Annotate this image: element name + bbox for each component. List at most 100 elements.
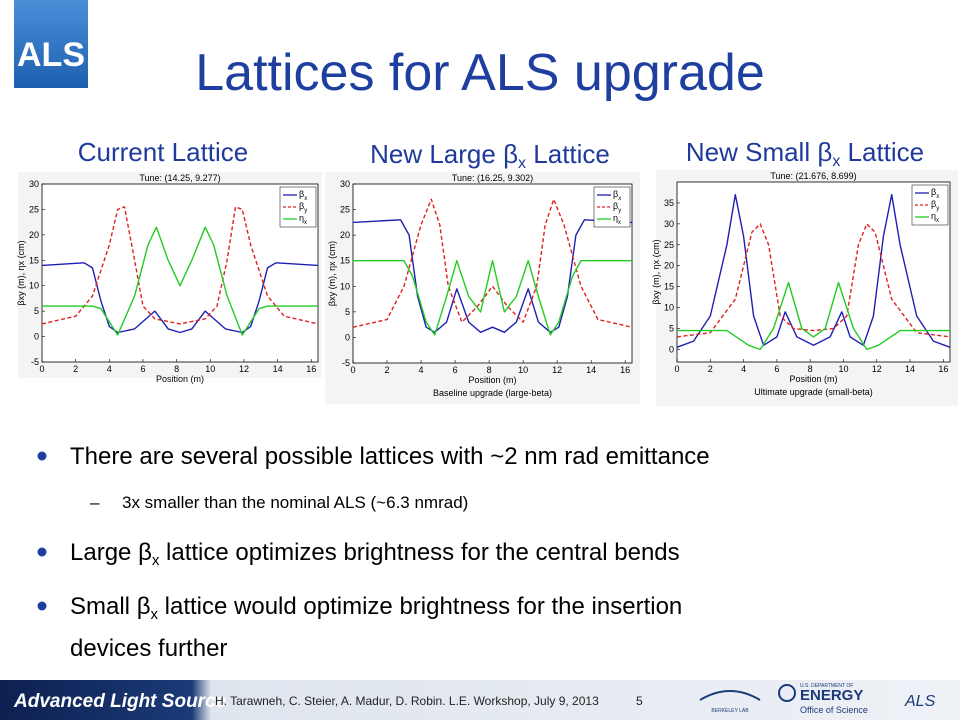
lattice-label: New Large βx Lattice [370,139,610,172]
series-line [677,193,950,348]
plot-title: Tune: (21.676, 8.699) [770,171,856,181]
x-tick-label: 14 [273,364,283,374]
x-tick-label: 2 [73,364,78,374]
lab-logo [699,690,761,701]
plot-title: Tune: (16.25, 9.302) [452,173,533,183]
footer-citation: H. Tarawneh, C. Steier, A. Madur, D. Rob… [215,694,599,708]
plot-title: Tune: (14.25, 9.277) [139,173,220,183]
x-tick-label: 8 [174,364,179,374]
x-tick-label: 14 [905,364,915,374]
x-tick-label: 0 [39,364,44,374]
y-tick-label: 15 [664,282,674,292]
logo-box [14,0,88,88]
y-axis-label: βxy (m), ηx (cm) [327,241,337,306]
bullet-dot [37,451,47,461]
x-tick-label: 16 [306,364,316,374]
plot: 0 2 4 6 8 10 12 14 16 0 5 10 15 20 25 30 35 Tune: (21.676… [651,170,958,406]
sub-dash: – [90,493,100,512]
footer-brand: Advanced Light Source [13,691,227,712]
x-tick-label: 0 [674,364,679,374]
y-tick-label: 5 [669,324,674,334]
legend-label: βx [299,189,307,202]
logo-text: ALS [17,36,85,74]
y-tick-label: 0 [345,332,350,342]
series-line [42,262,318,334]
series-line [353,198,632,328]
legend-label: βx [613,189,621,202]
legend-label: βy [299,201,307,214]
x-tick-label: 14 [586,365,596,375]
x-tick-label: 4 [741,364,746,374]
x-axis-label: Position (m) [468,375,516,385]
y-tick-label: 5 [34,306,39,316]
y-tick-label: 20 [664,261,674,271]
doe-top: U.S. DEPARTMENT OF [800,683,853,689]
y-tick-label: 30 [340,179,350,189]
sub-bullet: 3x smaller than the nominal ALS (~6.3 nm… [122,493,468,512]
plot-area [352,183,633,364]
x-tick-label: 0 [350,365,355,375]
y-tick-label: 30 [664,219,674,229]
doe-name: ENERGY [800,687,863,704]
y-tick-label: 0 [34,332,39,342]
lab-text: BERKELEY LAB [711,708,749,714]
y-tick-label: 25 [340,205,350,215]
plot-area [676,181,951,363]
y-tick-label: 20 [29,230,39,240]
y-tick-label: 0 [669,344,674,354]
doe-seal [778,684,796,702]
series-line [42,206,318,325]
legend-label: βx [931,187,939,200]
legend-label: βy [931,199,939,212]
x-tick-label: 6 [453,365,458,375]
x-tick-label: 12 [239,364,249,374]
legend-label: βy [613,201,621,214]
series-line [353,260,632,336]
x-tick-label: 16 [938,364,948,374]
x-tick-label: 4 [107,364,112,374]
y-tick-label: 15 [29,255,39,265]
bullet-dot [37,547,47,557]
y-tick-label: 10 [664,303,674,313]
series-line [353,219,632,333]
series-line [42,226,318,336]
x-tick-label: 10 [838,364,848,374]
bullet-continued: devices further [70,635,227,662]
legend-label: ηx [931,211,939,224]
x-tick-label: 12 [872,364,882,374]
doe-office: Office of Science [800,705,868,715]
x-tick-label: 2 [708,364,713,374]
x-tick-label: 2 [385,365,390,375]
legend-label: ηx [299,213,307,226]
bullet: Small βx lattice would optimize brightne… [70,593,682,623]
x-tick-label: 8 [808,364,813,374]
y-tick-label: 20 [340,230,350,240]
series-line [677,281,950,351]
y-tick-label: 30 [29,179,39,189]
y-tick-label: 25 [664,240,674,250]
x-tick-label: 6 [774,364,779,374]
footer-bar [0,680,960,720]
x-tick-label: 10 [518,365,528,375]
bullet-dot [37,601,47,611]
lattice-label: Current Lattice [78,137,249,167]
plot-caption: Baseline upgrade (large-beta) [433,388,552,398]
bullet: Large βx lattice optimizes brightness fo… [70,539,680,569]
slide-title: Lattices for ALS upgrade [195,44,765,102]
y-axis-label: βxy (m), ηx (cm) [651,239,661,304]
y-tick-label: -5 [342,358,350,368]
lattice-label: New Small βx Lattice [686,137,924,170]
legend-label: ηx [613,213,621,226]
x-tick-label: 4 [419,365,424,375]
y-tick-label: -5 [31,357,39,367]
x-tick-label: 12 [552,365,562,375]
series-line [677,223,950,338]
x-axis-label: Position (m) [156,374,204,384]
y-tick-label: 5 [345,307,350,317]
y-tick-label: 35 [664,198,674,208]
plot-caption: Ultimate upgrade (small-beta) [754,387,873,397]
